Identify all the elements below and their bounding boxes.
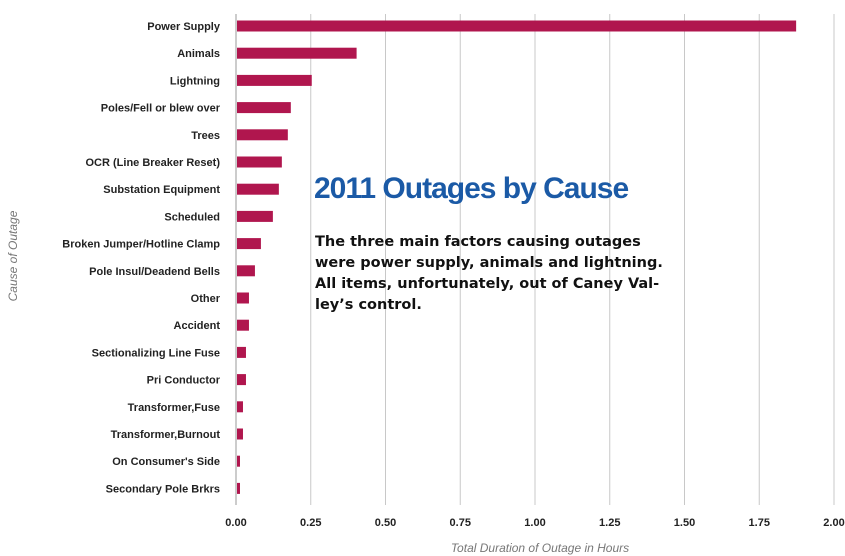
category-label: Accident [174,320,221,332]
category-label: Power Supply [147,21,221,33]
x-tick-label: 1.00 [524,517,545,529]
bar [237,20,797,32]
category-label: Substation Equipment [103,184,220,196]
bar [237,428,243,440]
bar [237,183,279,195]
bar [237,455,240,467]
gridlines [235,14,835,505]
bar [237,401,243,413]
caption-line: were power supply, animals and lightning… [315,255,663,271]
chart-headline: 2011 Outages by Cause [314,172,629,205]
category-label: Other [191,293,221,305]
x-tick-label: 0.00 [225,517,246,529]
x-tick-label: 0.25 [300,517,321,529]
category-label: Sectionalizing Line Fuse [92,347,220,359]
bar [237,129,288,141]
bar [237,102,291,114]
category-label: Poles/Fell or blew over [101,103,221,115]
bar [237,265,255,277]
x-tick-label: 1.25 [599,517,620,529]
y-axis-title: Cause of Outage [6,210,20,301]
x-tick-label: 0.75 [450,517,471,529]
caption-line: All items, unfortunately, out of Caney V… [315,276,660,292]
bar [237,482,240,494]
x-tick-labels: 0.00 0.25 0.50 0.75 1.00 1.25 1.50 1.75 2.00 [225,517,844,529]
category-label: Pri Conductor [147,375,221,387]
category-label: Scheduled [164,211,220,223]
category-labels: Power Supply Animals Lightning Poles/Fell o… [62,21,221,495]
bar [237,238,261,250]
chart-caption: The three main factors causing outages w… [315,232,745,316]
category-label: Trees [191,130,220,142]
category-label: Broken Jumper/Hotline Clamp [62,239,220,251]
x-tick-label: 0.50 [375,517,396,529]
bar [237,319,249,331]
bar [237,47,357,59]
category-label: Pole Insul/Deadend Bells [89,266,220,278]
bar [237,156,282,168]
bar [237,374,246,386]
caption-line: The three main factors causing outages [315,234,641,250]
x-tick-label: 1.50 [674,517,695,529]
category-label: Lightning [170,75,220,87]
x-tick-label: 1.75 [749,517,770,529]
bar [237,346,246,358]
x-axis-title: Total Duration of Outage in Hours [451,541,629,555]
category-label: Transformer,Burnout [111,429,221,441]
category-label: On Consumer's Side [112,456,220,468]
x-tick-label: 2.00 [823,517,844,529]
category-label: Transformer,Fuse [128,402,220,414]
category-label: OCR (Line Breaker Reset) [86,157,221,169]
caption-line: ley’s control. [315,297,422,313]
bar [237,292,249,304]
bar [237,210,273,222]
bars [237,20,797,494]
category-label: Animals [177,48,220,60]
category-label: Secondary Pole Brkrs [106,483,220,495]
bar [237,74,312,86]
